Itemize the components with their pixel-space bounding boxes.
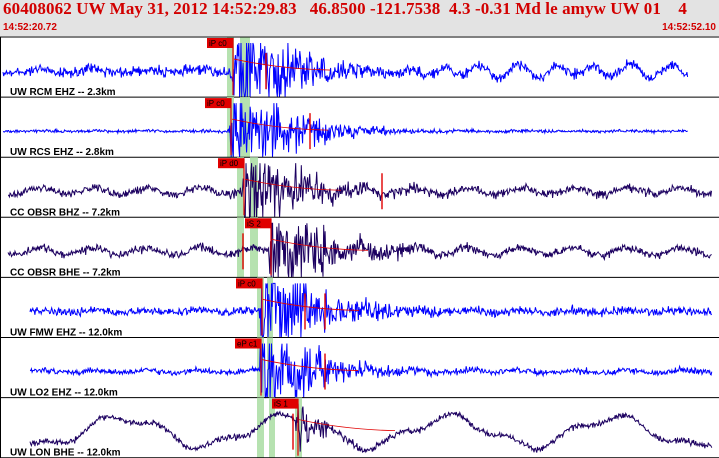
coda-fit-curve xyxy=(262,299,360,311)
phase-pick-label: iP d0 xyxy=(220,159,239,168)
phase-pick-box xyxy=(205,98,231,109)
phase-pick-box xyxy=(272,398,298,409)
waveform-trace xyxy=(29,403,713,454)
phase-pick-label: iP c0 xyxy=(209,39,227,48)
station-label: CC OBSR BHE -- 7.2km xyxy=(10,267,121,278)
waveform-trace xyxy=(2,102,688,158)
waveform-trace xyxy=(29,282,712,338)
start-time: 14:52:20.72 xyxy=(3,22,57,33)
phase-pick-label: iP c0 xyxy=(207,99,225,108)
phase-window-band xyxy=(269,397,275,458)
station-label: UW RCM EHZ -- 2.3km xyxy=(10,87,116,98)
event-title: 60408062 UW May 31, 2012 14:52:29.83 46.… xyxy=(3,0,687,18)
event-header: 60408062 UW May 31, 2012 14:52:29.83 46.… xyxy=(0,0,719,36)
coda-fit-curve xyxy=(298,419,396,432)
phase-pick-label: iS 2 xyxy=(247,219,261,228)
phase-pick-box xyxy=(236,278,262,289)
phase-window-band xyxy=(227,37,234,98)
waveform-trace xyxy=(7,222,712,278)
phase-pick-label: iP c0 xyxy=(238,279,256,288)
coda-fit-curve xyxy=(233,58,331,71)
station-label: UW LO2 EHZ -- 12.0km xyxy=(10,388,118,399)
station-label: UW LON BHE -- 12.0km xyxy=(10,448,121,458)
station-label: CC OBSR BHZ -- 7.2km xyxy=(10,207,120,218)
phase-window-band xyxy=(237,217,244,278)
phase-window-band xyxy=(257,397,264,458)
station-label: UW RCS EHZ -- 2.8km xyxy=(10,147,114,158)
phase-pick-box xyxy=(235,338,261,349)
phase-window-band xyxy=(257,277,264,338)
coda-fit-curve xyxy=(271,238,369,251)
coda-fit-curve xyxy=(244,178,342,191)
phase-pick-box xyxy=(207,38,233,48)
waveform-trace xyxy=(8,163,712,218)
waveform-trace xyxy=(2,42,689,99)
end-time: 14:52:52.10 xyxy=(662,22,716,33)
station-label: UW FMW EHZ -- 12.0km xyxy=(10,328,122,339)
phase-pick-box xyxy=(245,218,271,229)
phase-window-band xyxy=(237,157,244,218)
coda-fit-curve xyxy=(231,118,329,131)
phase-window-band xyxy=(240,37,250,98)
phase-pick-label: eP c1 xyxy=(237,340,258,349)
phase-pick-label: iS 1 xyxy=(274,400,288,409)
waveform-trace xyxy=(29,343,713,399)
coda-fit-curve xyxy=(261,359,359,371)
phase-pick-box xyxy=(218,158,244,169)
